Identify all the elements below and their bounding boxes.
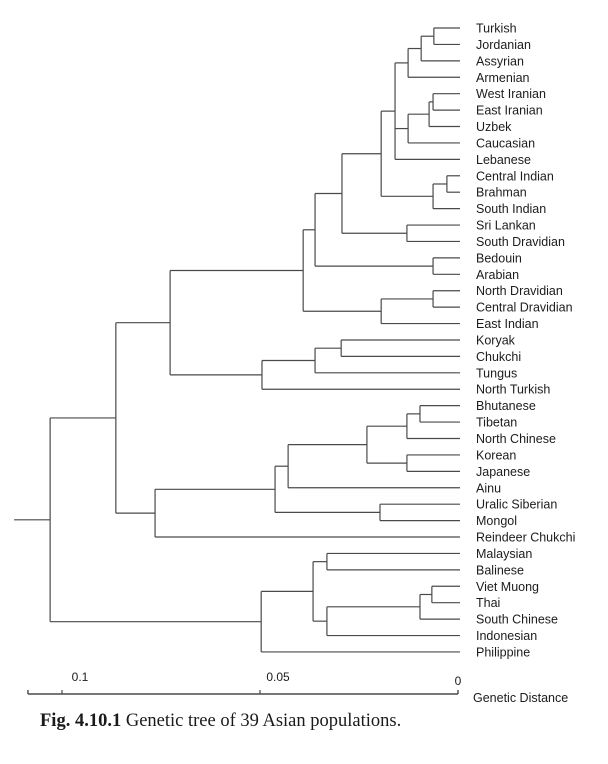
leaf-label: West Iranian bbox=[476, 87, 546, 101]
dendrogram: Turkish Jordanian Assyrian Armenian West Ira… bbox=[14, 22, 575, 705]
figure-number: Fig. 4.10.1 bbox=[40, 711, 122, 731]
leaf-label: Caucasian bbox=[476, 136, 535, 150]
leaf-label: Sri Lankan bbox=[476, 219, 536, 233]
leaf-label: North Chinese bbox=[476, 432, 556, 446]
leaf-label: Turkish bbox=[476, 22, 517, 36]
leaf-label: Chukchi bbox=[476, 350, 521, 364]
figure-caption: Fig. 4.10.1 Genetic tree of 39 Asian pop… bbox=[40, 711, 401, 732]
leaf-label: Malaysian bbox=[476, 547, 532, 561]
tick-label-0.1: 0.1 bbox=[72, 670, 89, 684]
leaf-label: Armenian bbox=[476, 71, 530, 85]
branches bbox=[14, 27, 460, 653]
leaf-label: Uralic Siberian bbox=[476, 498, 557, 512]
leaf-label: Lebanese bbox=[476, 153, 531, 167]
tick-label-0: 0 bbox=[455, 674, 462, 688]
leaf-labels: Turkish Jordanian Assyrian Armenian West Ira… bbox=[476, 22, 575, 660]
leaf-label: North Dravidian bbox=[476, 284, 563, 298]
leaf-label: Tibetan bbox=[476, 416, 517, 430]
leaf-label: Assyrian bbox=[476, 54, 524, 68]
leaf-label: Reindeer Chukchi bbox=[476, 531, 575, 545]
leaf-label: Korean bbox=[476, 448, 516, 462]
leaf-label: Balinese bbox=[476, 563, 524, 577]
leaf-label: Koryak bbox=[476, 333, 516, 347]
leaf-label: East Indian bbox=[476, 317, 539, 331]
leaf-label: Brahman bbox=[476, 186, 527, 200]
leaf-label: Mongol bbox=[476, 514, 517, 528]
leaf-label: Arabian bbox=[476, 268, 519, 282]
leaf-label: Central Dravidian bbox=[476, 301, 573, 315]
leaf-label: Thai bbox=[476, 596, 500, 610]
leaf-label: South Dravidian bbox=[476, 235, 565, 249]
leaf-label: South Indian bbox=[476, 202, 546, 216]
tick-label-0.05: 0.05 bbox=[266, 670, 290, 684]
leaf-label: Central Indian bbox=[476, 169, 554, 183]
leaf-label: North Turkish bbox=[476, 383, 550, 397]
leaf-label: Japanese bbox=[476, 465, 530, 479]
leaf-label: Uzbek bbox=[476, 120, 512, 134]
axis-title: Genetic Distance bbox=[473, 691, 568, 705]
distance-axis: 0.1 0.05 0 Genetic Distance bbox=[27, 670, 568, 705]
caption-text: Genetic tree of 39 Asian populations. bbox=[121, 711, 402, 731]
leaf-label: Tungus bbox=[476, 366, 517, 380]
leaf-label: East Iranian bbox=[476, 104, 543, 118]
leaf-label: Bhutanese bbox=[476, 399, 536, 413]
leaf-label: Jordanian bbox=[476, 38, 531, 52]
leaf-label: Indonesian bbox=[476, 629, 537, 643]
leaf-label: Viet Muong bbox=[476, 580, 539, 594]
leaf-label: South Chinese bbox=[476, 613, 558, 627]
leaf-label: Ainu bbox=[476, 481, 501, 495]
leaf-label: Bedouin bbox=[476, 251, 522, 265]
leaf-label: Philippine bbox=[476, 645, 530, 659]
